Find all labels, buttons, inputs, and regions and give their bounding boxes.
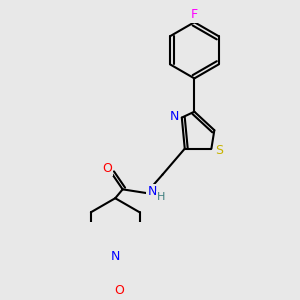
Text: S: S	[215, 144, 223, 157]
Text: F: F	[191, 8, 198, 21]
Text: H: H	[157, 192, 165, 202]
Text: O: O	[115, 284, 124, 297]
Text: N: N	[110, 250, 120, 263]
Text: O: O	[102, 162, 112, 175]
Text: N: N	[148, 185, 157, 198]
Text: N: N	[170, 110, 179, 123]
